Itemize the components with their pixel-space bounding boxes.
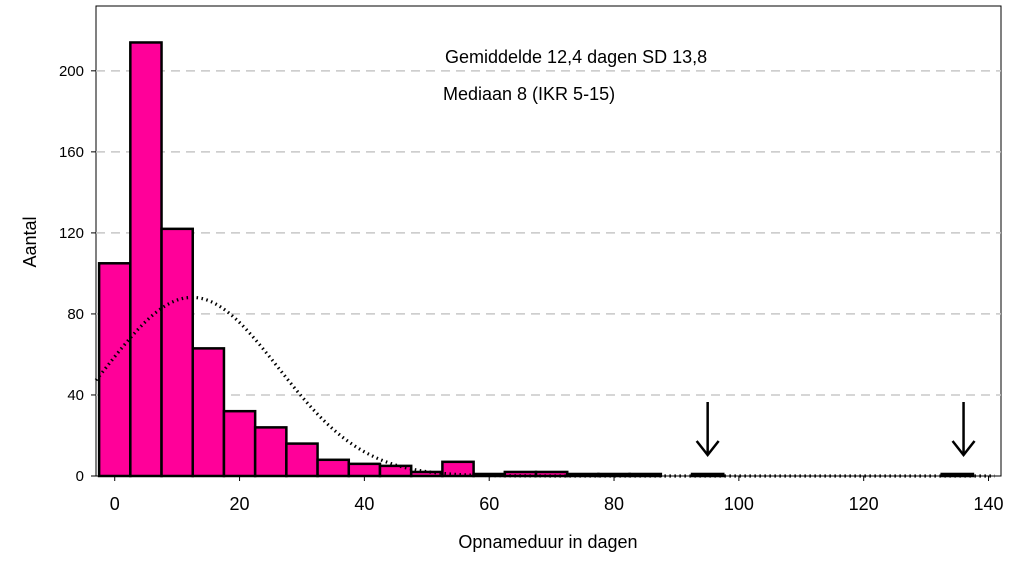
histogram-bars (97, 41, 975, 478)
histogram-bar (409, 470, 444, 478)
histogram-bar (191, 347, 226, 478)
histogram-bar (441, 460, 475, 478)
x-tick-label: 60 (479, 494, 499, 514)
histogram-bar (347, 462, 382, 478)
x-tick-label: 140 (973, 494, 1003, 514)
outlier-arrow (695, 402, 720, 458)
histogram-bar (285, 442, 319, 478)
histogram-bar (222, 409, 257, 478)
y-axis-ticks: 0 40 80 120 160 200 (59, 63, 96, 485)
y-tick-label: 40 (67, 387, 84, 404)
outlier-arrows (695, 402, 976, 458)
x-tick-label: 80 (604, 494, 624, 514)
y-tick-label: 80 (67, 306, 84, 323)
annotation-median-iqr: Mediaan 8 (IKR 5-15) (443, 84, 615, 104)
normal-curve (94, 295, 995, 478)
x-axis-ticks: 0 20 40 60 80 100 120 140 (110, 476, 1004, 514)
x-axis-title: Opnameduur in dagen (458, 532, 637, 552)
plot-frame (95, 5, 1002, 477)
histogram-bar (253, 426, 288, 478)
histogram-bar (316, 458, 351, 478)
y-tick-label: 160 (59, 144, 84, 161)
x-tick-label: 40 (354, 494, 374, 514)
histogram-bar (160, 227, 194, 478)
x-tick-label: 100 (724, 494, 754, 514)
histogram-bar (565, 472, 600, 478)
annotation-mean-sd: Gemiddelde 12,4 dagen SD 13,8 (445, 47, 707, 67)
histogram-bar (129, 41, 163, 478)
y-tick-label: 120 (59, 225, 84, 242)
y-tick-label: 0 (76, 468, 84, 485)
y-tick-label: 200 (59, 63, 84, 80)
histogram-bar (97, 262, 132, 478)
histogram-bar (940, 472, 975, 478)
histogram-bar (690, 472, 725, 478)
outlier-arrow (951, 402, 976, 458)
x-tick-label: 20 (230, 494, 250, 514)
x-tick-label: 120 (849, 494, 879, 514)
x-tick-label: 0 (110, 494, 120, 514)
grid-lines (96, 70, 1001, 396)
y-axis-title: Aantal (20, 216, 40, 267)
